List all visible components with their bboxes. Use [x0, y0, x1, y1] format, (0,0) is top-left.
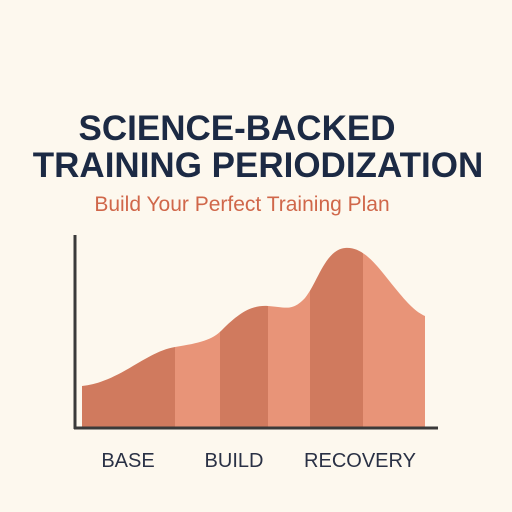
- phase-label: RECOVERY: [304, 450, 416, 472]
- phase-label: BASE: [101, 450, 154, 472]
- title-line: TRAINING PERIODIZATION: [33, 146, 483, 185]
- phase-label: BUILD: [205, 450, 264, 472]
- title-line: SCIENCE-BACKED: [79, 109, 396, 148]
- subtitle: Build Your Perfect Training Plan: [94, 193, 389, 216]
- phase-band: [310, 247, 363, 428]
